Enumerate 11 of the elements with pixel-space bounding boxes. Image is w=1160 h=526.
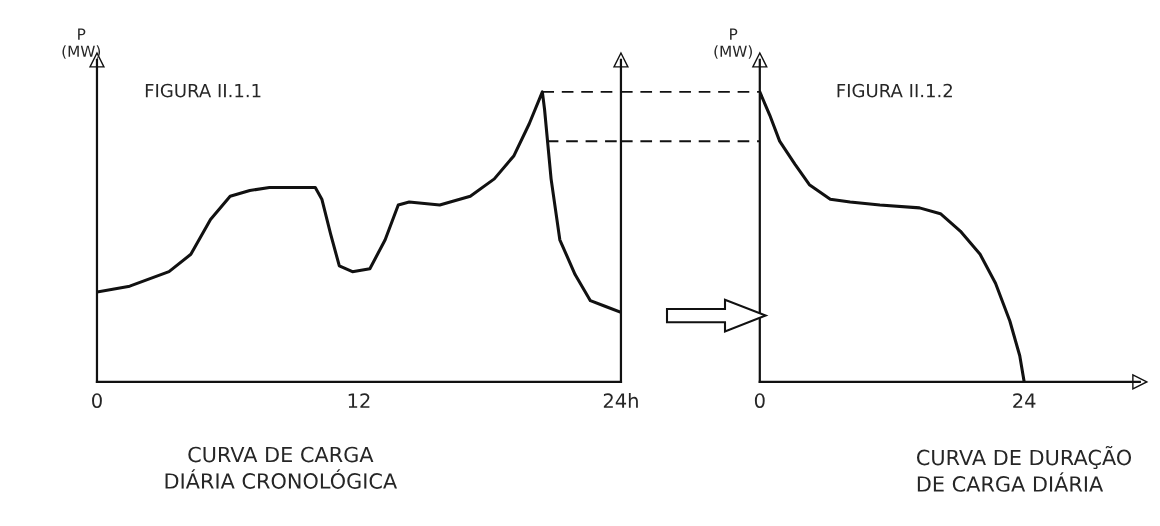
- chart-title: FIGURA II.1.1: [145, 83, 261, 98]
- x-tick-label: 0: [754, 393, 765, 409]
- text: CURVA DE DURAÇÃO DE CARGA DIÁRIA: [916, 445, 1132, 492]
- y-axis-title: P (MW): [62, 28, 101, 59]
- chart-title: FIGURA II.1.2: [837, 83, 952, 98]
- x-tick-label: 0: [92, 393, 102, 409]
- x-tick-label: 24h: [603, 392, 638, 408]
- x-tick-label: 12: [348, 393, 370, 408]
- y-axis-title: P (MW): [714, 28, 752, 59]
- text: CURVA DE CARGA DIÁRIA CRONOLÓGICA: [165, 446, 398, 489]
- x-tick-label: 24: [1013, 393, 1036, 408]
